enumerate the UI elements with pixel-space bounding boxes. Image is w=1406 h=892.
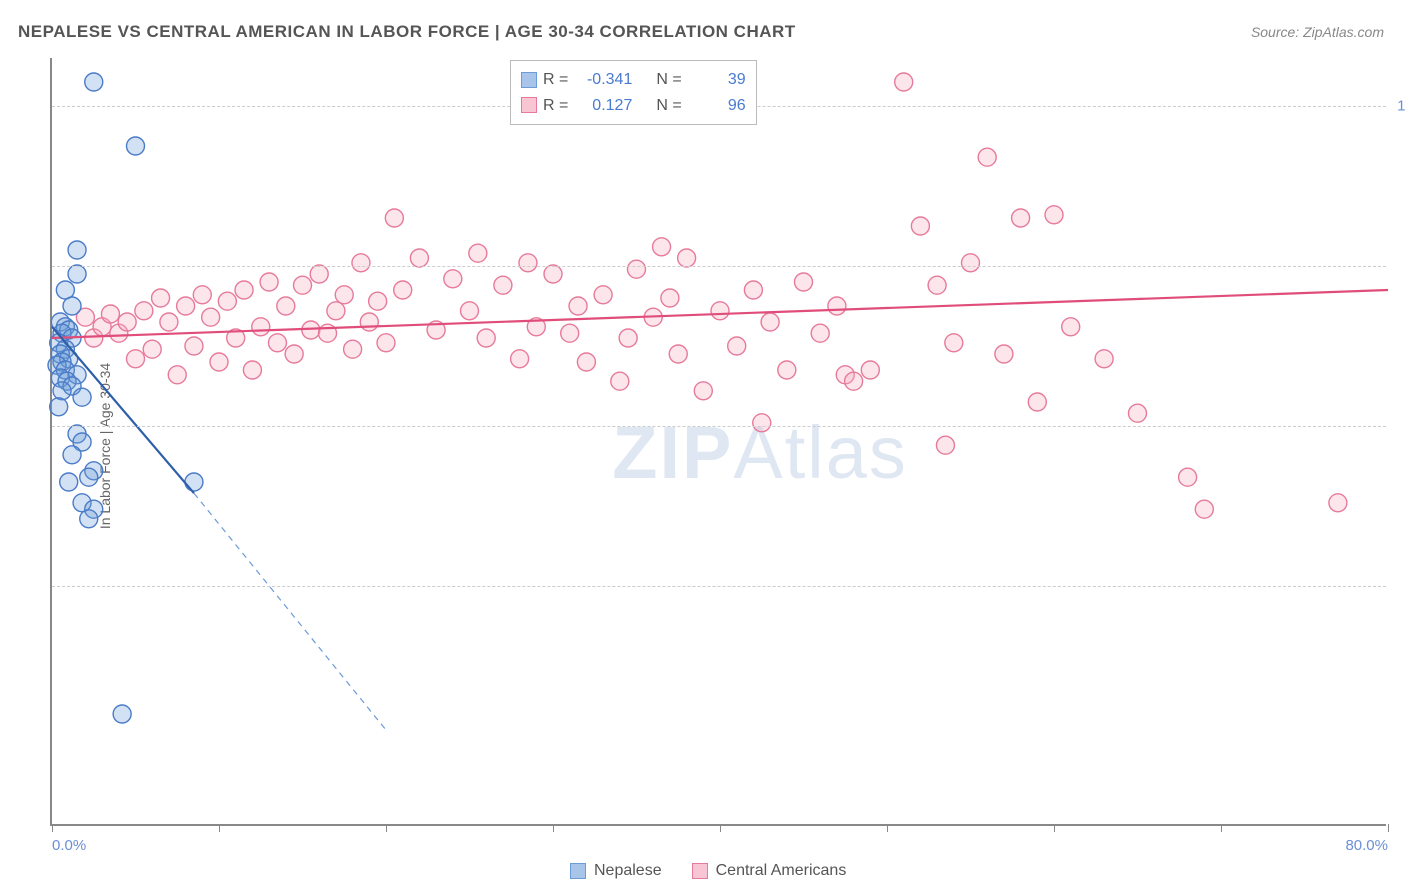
legend-swatch-nepalese (570, 863, 586, 879)
n-value-nepalese: 39 (688, 67, 746, 93)
legend-item-central: Central Americans (692, 862, 847, 880)
ytick-label: 100.0% (1397, 98, 1406, 115)
stats-row-nepalese: R = -0.341 N = 39 (521, 67, 746, 93)
swatch-nepalese (521, 72, 537, 88)
legend-swatch-central (692, 863, 708, 879)
stats-box: R = -0.341 N = 39 R = 0.127 N = 96 (510, 60, 757, 125)
chart-container: NEPALESE VS CENTRAL AMERICAN IN LABOR FO… (0, 0, 1406, 892)
swatch-central (521, 97, 537, 113)
source-label: Source: ZipAtlas.com (1251, 24, 1384, 40)
stats-row-central: R = 0.127 N = 96 (521, 93, 746, 119)
plot-svg (52, 58, 1386, 824)
xtick-label-last: 80.0% (1345, 837, 1388, 854)
legend-label-central: Central Americans (716, 862, 847, 880)
legend-item-nepalese: Nepalese (570, 862, 662, 880)
r-value-nepalese: -0.341 (574, 67, 632, 93)
chart-title: NEPALESE VS CENTRAL AMERICAN IN LABOR FO… (18, 22, 796, 42)
n-value-central: 96 (688, 93, 746, 119)
legend-label-nepalese: Nepalese (594, 862, 662, 880)
xtick-label-first: 0.0% (52, 837, 86, 854)
plot-area: ZIPAtlas 70.0%80.0%90.0%100.0%0.0%80.0% (50, 58, 1386, 826)
legend: Nepalese Central Americans (570, 862, 846, 880)
r-value-central: 0.127 (574, 93, 632, 119)
